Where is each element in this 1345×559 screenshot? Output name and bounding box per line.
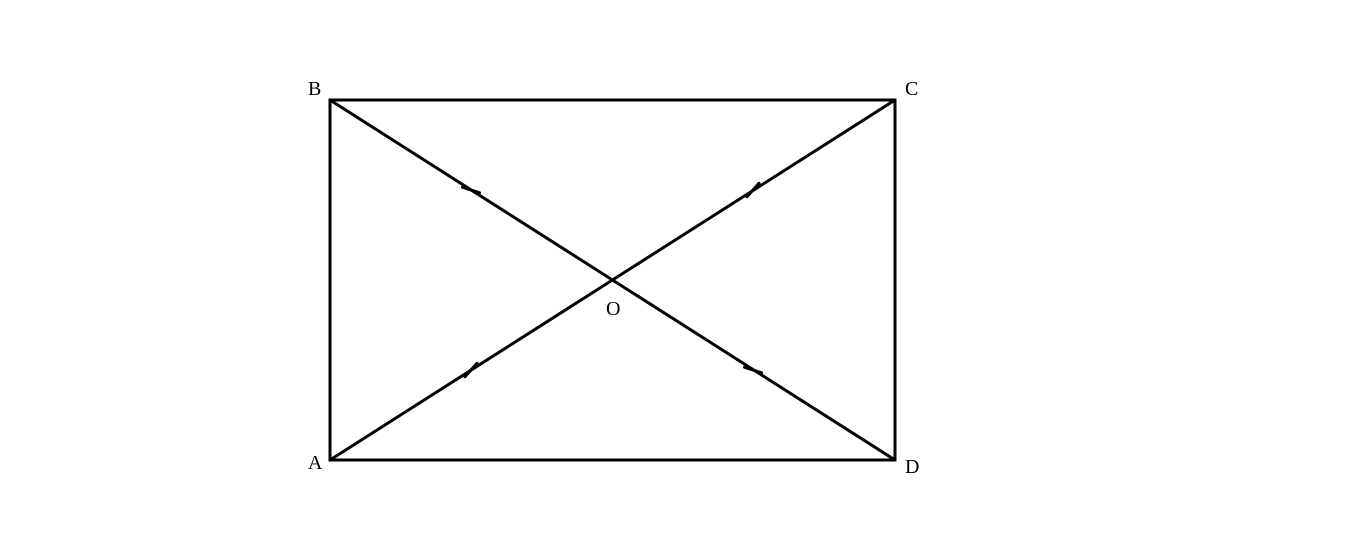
vertex-label-c: C: [905, 78, 918, 101]
vertex-label-a: A: [308, 452, 322, 475]
vertex-label-b: B: [308, 78, 321, 101]
vertex-label-o: O: [606, 298, 620, 321]
rectangle-diagonals-svg: [0, 0, 1345, 559]
vertex-label-d: D: [905, 456, 919, 479]
